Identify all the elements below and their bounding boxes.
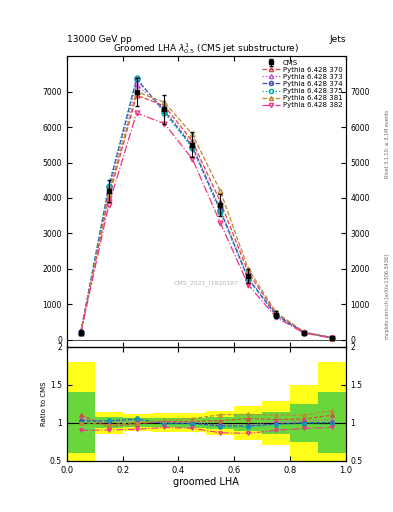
Pythia 6.428 370 bbox=[218, 199, 222, 205]
Line: Pythia 6.428 374: Pythia 6.428 374 bbox=[78, 77, 334, 340]
Pythia 6.428 381 bbox=[162, 99, 167, 105]
Pythia 6.428 374 bbox=[246, 275, 251, 282]
Line: Pythia 6.428 382: Pythia 6.428 382 bbox=[78, 111, 334, 340]
Pythia 6.428 374 bbox=[274, 312, 278, 318]
Pythia 6.428 374 bbox=[162, 108, 167, 114]
Pythia 6.428 373 bbox=[246, 274, 251, 281]
Pythia 6.428 375 bbox=[302, 330, 307, 336]
Pythia 6.428 375 bbox=[162, 110, 167, 116]
Pythia 6.428 374 bbox=[302, 330, 307, 336]
Pythia 6.428 373 bbox=[218, 205, 222, 211]
Text: Jets: Jets bbox=[329, 34, 346, 44]
Pythia 6.428 375 bbox=[134, 75, 139, 81]
Legend: CMS, Pythia 6.428 370, Pythia 6.428 373, Pythia 6.428 374, Pythia 6.428 375, Pyt: CMS, Pythia 6.428 370, Pythia 6.428 373,… bbox=[261, 58, 344, 110]
Pythia 6.428 373 bbox=[190, 142, 195, 148]
Pythia 6.428 374 bbox=[190, 143, 195, 150]
Pythia 6.428 370 bbox=[106, 195, 111, 201]
Pythia 6.428 381 bbox=[329, 334, 334, 340]
Pythia 6.428 381 bbox=[134, 89, 139, 95]
Pythia 6.428 370 bbox=[246, 269, 251, 275]
Pythia 6.428 382 bbox=[329, 335, 334, 341]
Pythia 6.428 373 bbox=[302, 329, 307, 335]
Pythia 6.428 374 bbox=[329, 335, 334, 341]
Pythia 6.428 382 bbox=[79, 330, 83, 336]
Pythia 6.428 375 bbox=[246, 276, 251, 283]
Pythia 6.428 381 bbox=[106, 191, 111, 198]
Pythia 6.428 370 bbox=[162, 103, 167, 109]
Pythia 6.428 370 bbox=[274, 311, 278, 317]
Pythia 6.428 382 bbox=[106, 202, 111, 208]
Text: CMS_2021_I1920187: CMS_2021_I1920187 bbox=[174, 280, 239, 286]
Pythia 6.428 382 bbox=[162, 120, 167, 126]
Pythia 6.428 370 bbox=[79, 329, 83, 335]
Pythia 6.428 381 bbox=[218, 188, 222, 194]
Pythia 6.428 375 bbox=[79, 330, 83, 336]
Pythia 6.428 382 bbox=[190, 156, 195, 162]
Pythia 6.428 374 bbox=[106, 184, 111, 190]
Pythia 6.428 381 bbox=[190, 131, 195, 137]
Pythia 6.428 370 bbox=[329, 335, 334, 341]
Pythia 6.428 381 bbox=[302, 329, 307, 335]
Pythia 6.428 373 bbox=[329, 335, 334, 341]
Pythia 6.428 382 bbox=[274, 314, 278, 321]
Pythia 6.428 370 bbox=[134, 92, 139, 98]
Line: Pythia 6.428 375: Pythia 6.428 375 bbox=[78, 75, 334, 340]
Line: Pythia 6.428 370: Pythia 6.428 370 bbox=[78, 93, 334, 340]
Pythia 6.428 373 bbox=[134, 81, 139, 88]
Pythia 6.428 382 bbox=[218, 220, 222, 226]
Pythia 6.428 375 bbox=[274, 312, 278, 318]
Pythia 6.428 375 bbox=[218, 209, 222, 215]
X-axis label: groomed LHA: groomed LHA bbox=[173, 477, 239, 487]
Y-axis label: Ratio to CMS: Ratio to CMS bbox=[41, 381, 47, 426]
Line: Pythia 6.428 373: Pythia 6.428 373 bbox=[78, 82, 334, 340]
Text: Rivet 3.1.10; ≥ 3.1M events: Rivet 3.1.10; ≥ 3.1M events bbox=[385, 109, 389, 178]
Pythia 6.428 373 bbox=[79, 329, 83, 335]
Pythia 6.428 382 bbox=[134, 110, 139, 116]
Pythia 6.428 381 bbox=[274, 309, 278, 315]
Pythia 6.428 370 bbox=[190, 138, 195, 144]
Text: 13000 GeV pp: 13000 GeV pp bbox=[67, 34, 132, 44]
Pythia 6.428 374 bbox=[218, 207, 222, 214]
Text: mcplots.cern.ch [arXiv:1306.3436]: mcplots.cern.ch [arXiv:1306.3436] bbox=[385, 254, 389, 339]
Pythia 6.428 373 bbox=[274, 311, 278, 317]
Pythia 6.428 373 bbox=[162, 106, 167, 113]
Pythia 6.428 373 bbox=[106, 188, 111, 194]
Pythia 6.428 381 bbox=[246, 266, 251, 272]
Pythia 6.428 374 bbox=[79, 329, 83, 335]
Pythia 6.428 382 bbox=[302, 330, 307, 336]
Pythia 6.428 370 bbox=[302, 329, 307, 335]
Pythia 6.428 375 bbox=[106, 182, 111, 188]
Pythia 6.428 375 bbox=[329, 335, 334, 341]
Title: Groomed LHA $\lambda^{1}_{0.5}$ (CMS jet substructure): Groomed LHA $\lambda^{1}_{0.5}$ (CMS jet… bbox=[113, 41, 299, 56]
Pythia 6.428 381 bbox=[79, 330, 83, 336]
Pythia 6.428 374 bbox=[134, 76, 139, 82]
Pythia 6.428 382 bbox=[246, 282, 251, 288]
Line: Pythia 6.428 381: Pythia 6.428 381 bbox=[78, 89, 334, 340]
Pythia 6.428 375 bbox=[190, 145, 195, 152]
